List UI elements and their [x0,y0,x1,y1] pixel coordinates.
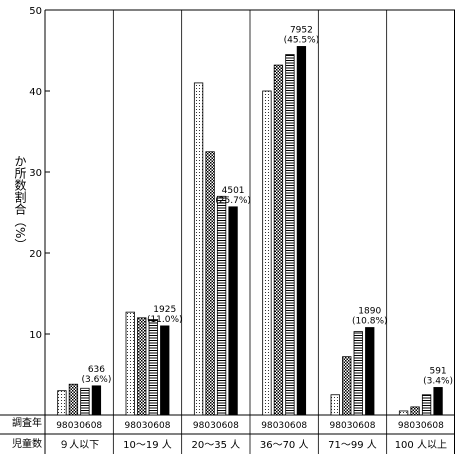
bar-03-cat6 [410,406,420,416]
count-label: 591 [429,366,446,376]
year-label: 03 [68,421,79,431]
bar-08-cat3 [228,206,238,416]
bar-06-cat3 [216,195,227,416]
category-label: 36～70 人 [260,439,309,451]
year-label: 06 [148,421,160,431]
year-label: 08 [159,421,171,431]
bar-08-cat6 [433,387,443,416]
bar-03-cat5 [342,356,352,416]
category-label: 100 人以上 [395,439,447,451]
year-label: 03 [136,421,147,431]
year-label: 06 [284,421,296,431]
bar-06-cat2 [148,319,158,416]
y-axis: 10 20 30 40 50 [29,6,50,341]
year-label: 03 [204,421,215,431]
year-label: 03 [273,421,284,431]
bar-08-cat2 [160,325,170,416]
year-label: 98 [125,421,137,431]
years-row-label: 調査年 [12,416,42,429]
bar-06-cat6 [421,394,432,416]
bar-06-cat5 [353,331,363,416]
year-label: 06 [79,421,91,431]
percent-label: (3.6%) [81,375,111,385]
category-label: 10～19 人 [123,439,172,451]
bars [57,46,443,416]
year-label: 03 [341,421,352,431]
y-tick-label: 10 [29,330,42,341]
y-tick-label: 40 [29,87,42,98]
bar-03-cat4 [273,64,284,416]
bar-03-cat2 [137,317,147,416]
bar-98-cat2 [125,311,135,416]
y-tick-label: 20 [29,249,42,260]
plot-frame [0,9,455,454]
year-label: 06 [353,421,365,431]
count-label: 1890 [358,307,381,317]
y-axis-label: か所数割合（%） [13,155,27,251]
count-label: 4501 [222,186,245,196]
annotations: 636(3.6%) 1925(11.0%) 4501(25.7%) 7952(45.5… [81,25,453,386]
count-label: 1925 [153,305,176,315]
bar-98-cat6 [398,410,409,416]
year-label: 98 [398,421,410,431]
percent-label: (3.4%) [423,376,453,386]
category-label: 20～35 人 [192,439,241,451]
percent-label: (45.5%) [284,35,320,45]
y-tick-label: 30 [29,168,42,179]
year-label: 06 [216,421,228,431]
year-label: 98 [193,421,205,431]
year-label: 08 [296,421,308,431]
children-row-label: 児童数 [12,437,42,450]
count-label: 7952 [290,25,313,35]
bar-08-cat5 [365,327,375,416]
year-label: 03 [409,421,420,431]
percent-label: (11.0%) [147,315,183,325]
bar-98-cat5 [330,394,340,416]
year-label: 08 [364,421,376,431]
year-label: 08 [227,421,239,431]
bar-08-cat4 [296,46,307,416]
year-label: 98 [56,421,68,431]
year-label: 98 [261,421,273,431]
bar-03-cat3 [205,151,215,416]
bar-03-cat1 [68,383,79,416]
bar-98-cat1 [57,390,67,416]
category-label: 71～99 人 [328,439,377,451]
bar-06-cat4 [285,54,295,416]
category-label: ９人以下 [59,439,99,451]
year-label: 08 [91,421,103,431]
y-tick-label: 50 [29,6,42,17]
year-label: 08 [432,421,444,431]
percent-label: (25.7%) [215,196,251,206]
year-label: 98 [330,421,342,431]
bar-08-cat1 [91,385,102,416]
bar-98-cat3 [193,82,204,416]
bar-98-cat4 [262,90,272,416]
count-label: 636 [88,365,105,375]
year-label: 06 [421,421,433,431]
bar-06-cat1 [80,387,90,416]
percent-label: (10.8%) [352,317,388,327]
